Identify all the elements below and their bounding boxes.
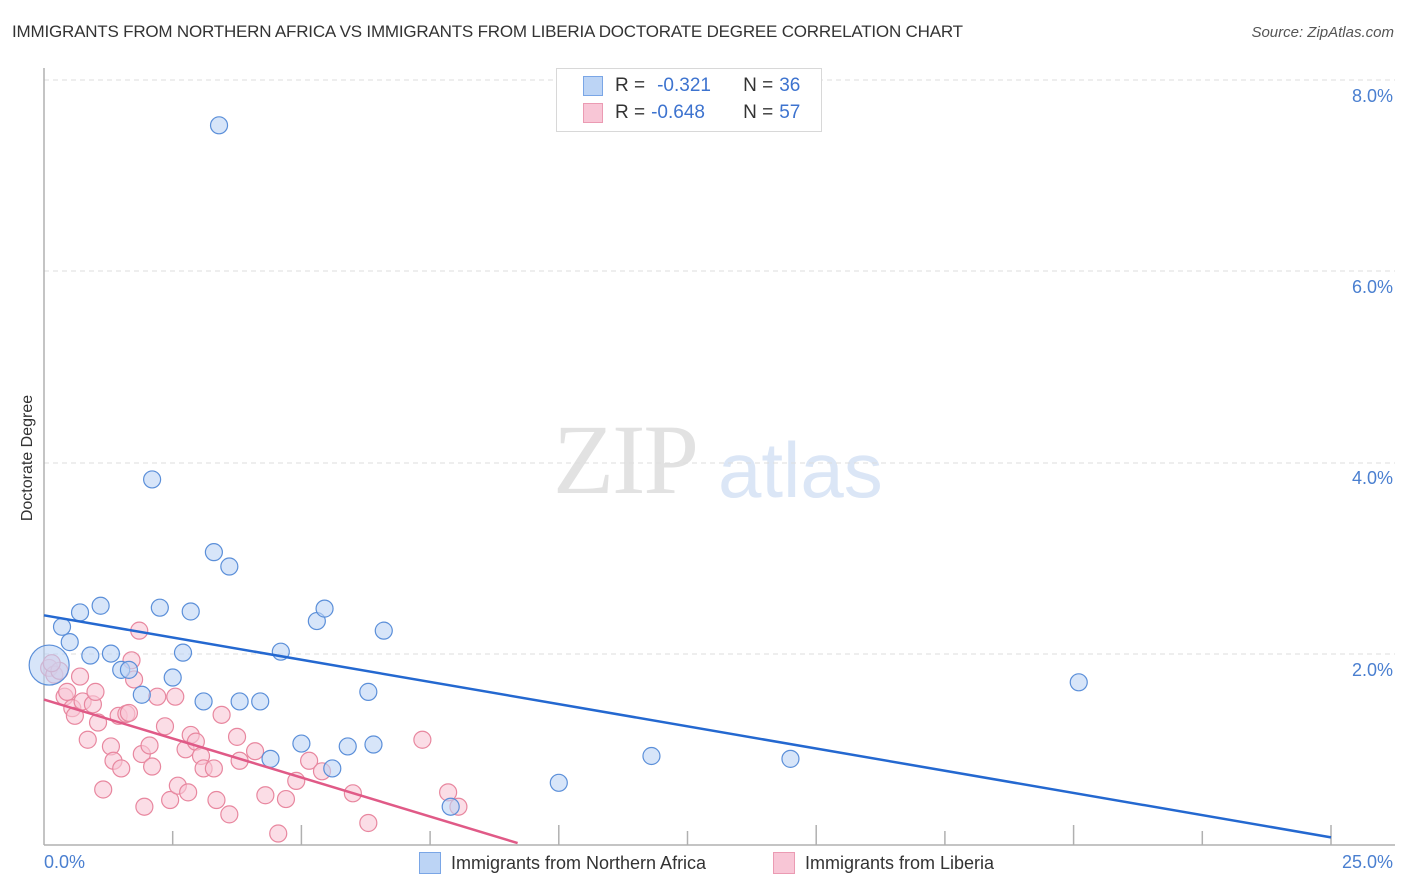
data-point <box>441 797 460 816</box>
data-point <box>143 757 162 776</box>
data-point <box>374 621 393 640</box>
data-point <box>91 596 110 615</box>
data-point <box>52 617 72 636</box>
r-label: R = <box>615 75 646 96</box>
data-point <box>86 682 105 701</box>
data-point <box>166 687 185 706</box>
y-tick-4: 4.0% <box>1351 468 1393 488</box>
data-point <box>135 797 154 816</box>
y-tick-2: 2.0% <box>1351 660 1393 680</box>
watermark-atlas: atlas <box>718 426 883 514</box>
data-point <box>78 730 97 749</box>
data-point <box>140 736 159 755</box>
data-point <box>70 667 90 686</box>
r-label: R = <box>615 102 646 123</box>
data-point <box>315 599 334 618</box>
data-point <box>359 682 378 701</box>
data-point <box>65 706 84 725</box>
pink-swatch <box>583 103 603 123</box>
data-point <box>58 682 77 701</box>
data-point <box>338 737 357 756</box>
grid-lines <box>44 79 1395 655</box>
legend-label: Immigrants from Liberia <box>805 852 995 873</box>
data-point <box>94 780 113 799</box>
data-point <box>119 703 139 723</box>
data-point <box>413 730 432 749</box>
r-value: -0.321 <box>657 75 711 96</box>
data-point <box>359 813 378 833</box>
legend-label: Immigrants from Northern Africa <box>451 852 707 873</box>
data-point <box>143 470 162 489</box>
data-point <box>269 824 288 843</box>
data-point <box>276 789 296 809</box>
data-point <box>261 749 280 768</box>
legend-row-northern-africa: R = -0.321 N = 36 <box>583 74 800 98</box>
y-axis-label: Doctorate Degree <box>19 394 36 522</box>
data-point <box>549 773 568 792</box>
data-point <box>230 692 249 711</box>
data-point <box>212 705 231 724</box>
n-label: N = <box>743 75 774 96</box>
data-point <box>207 790 226 810</box>
liberia-trendline <box>43 698 518 845</box>
data-point <box>150 598 169 617</box>
data-point <box>112 759 131 778</box>
blue-swatch <box>583 76 603 96</box>
data-point <box>194 692 213 711</box>
data-point <box>227 727 247 746</box>
data-point <box>161 790 180 810</box>
pink-swatch <box>773 852 795 874</box>
legend-item-liberia[interactable]: Immigrants from Liberia <box>773 852 994 874</box>
data-point <box>70 603 90 622</box>
data-point <box>81 646 100 665</box>
data-point <box>163 668 182 687</box>
northern-africa-points <box>28 116 1088 816</box>
y-tick-6: 6.0% <box>1351 277 1393 297</box>
chart-title: IMMIGRANTS FROM NORTHERN AFRICA VS IMMIG… <box>12 22 963 41</box>
legend-row-liberia: R = -0.648 N = 57 <box>583 101 800 125</box>
data-point <box>300 751 319 770</box>
data-point <box>251 692 270 711</box>
n-value: 36 <box>779 75 801 96</box>
blue-swatch <box>419 852 441 874</box>
data-point <box>101 644 121 663</box>
data-point <box>364 735 383 754</box>
source-label: Source: ZipAtlas.com <box>1251 24 1394 41</box>
data-point <box>132 685 151 704</box>
data-point <box>179 783 198 802</box>
data-point <box>220 557 239 576</box>
data-point <box>60 633 79 652</box>
y-tick-8: 8.0% <box>1351 86 1393 106</box>
data-point <box>204 759 223 778</box>
data-point <box>28 644 70 686</box>
x-tick-25: 25.0% <box>1341 852 1393 872</box>
x-tick-marks <box>171 825 1332 845</box>
data-point <box>204 543 223 562</box>
watermark-zip: ZIP <box>553 404 699 515</box>
data-point <box>292 734 311 753</box>
data-point <box>209 116 229 135</box>
data-point <box>1069 673 1088 692</box>
r-value: -0.648 <box>651 102 705 123</box>
n-value: 57 <box>779 102 801 123</box>
stats-legend: R = -0.321 N = 36 R = -0.648 N = 57 <box>556 68 822 132</box>
axes <box>43 68 1395 846</box>
data-point <box>323 759 342 778</box>
northern-africa-trendline <box>43 614 1332 839</box>
data-point <box>245 742 265 761</box>
data-point <box>155 717 175 736</box>
n-label: N = <box>743 102 774 123</box>
data-point <box>181 602 200 621</box>
data-point <box>173 643 193 662</box>
x-tick-0: 0.0% <box>44 852 86 872</box>
data-point <box>256 786 275 805</box>
data-point <box>220 805 239 824</box>
data-point <box>119 660 139 679</box>
data-point <box>642 746 661 766</box>
series-legend: Immigrants from Northern Africa Immigran… <box>0 852 1406 878</box>
data-point <box>148 687 167 706</box>
data-point <box>781 749 800 768</box>
legend-item-northern-africa[interactable]: Immigrants from Northern Africa <box>419 852 706 874</box>
